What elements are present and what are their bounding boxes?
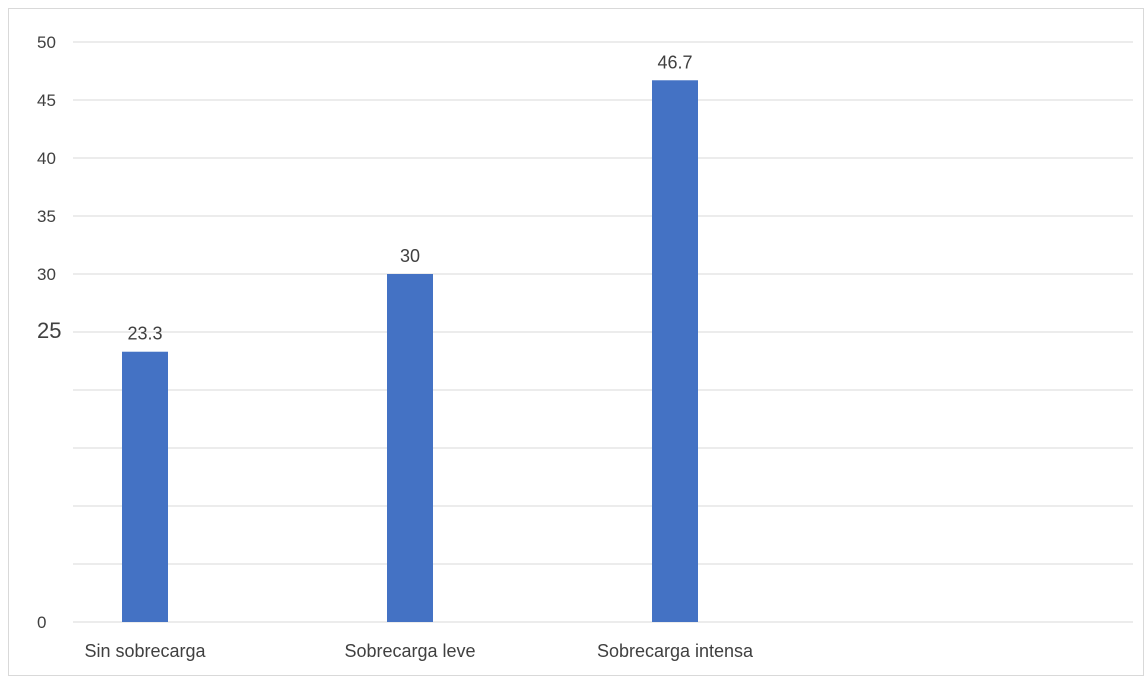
- x-category-label: Sin sobrecarga: [84, 641, 206, 661]
- x-category-label: Sobrecarga intensa: [597, 641, 754, 661]
- y-tick-label: 40: [37, 149, 56, 168]
- bar: [652, 80, 698, 622]
- gridlines: [73, 41, 1133, 623]
- data-label: 30: [400, 246, 420, 266]
- y-tick-label: 30: [37, 265, 56, 284]
- y-axis-tick-labels: 0 25 30 35 40 45 50: [37, 33, 61, 632]
- bar: [387, 274, 433, 622]
- y-tick-label: 25: [37, 318, 61, 343]
- y-tick-label: 0: [37, 613, 46, 632]
- y-tick-label: 45: [37, 91, 56, 110]
- data-labels: 23.3 30 46.7: [127, 52, 692, 343]
- x-category-label: Sobrecarga leve: [344, 641, 475, 661]
- x-axis-category-labels: Sin sobrecarga Sobrecarga leve Sobrecarga …: [84, 641, 754, 661]
- data-label: 46.7: [657, 52, 692, 72]
- chart-frame: 0 25 30 35 40 45 50 23.3 30 46.7 Sin sobrecarga S…: [8, 8, 1144, 676]
- y-tick-label: 35: [37, 207, 56, 226]
- bars: [122, 80, 698, 622]
- data-label: 23.3: [127, 324, 162, 344]
- y-tick-label: 50: [37, 33, 56, 52]
- bar: [122, 351, 168, 622]
